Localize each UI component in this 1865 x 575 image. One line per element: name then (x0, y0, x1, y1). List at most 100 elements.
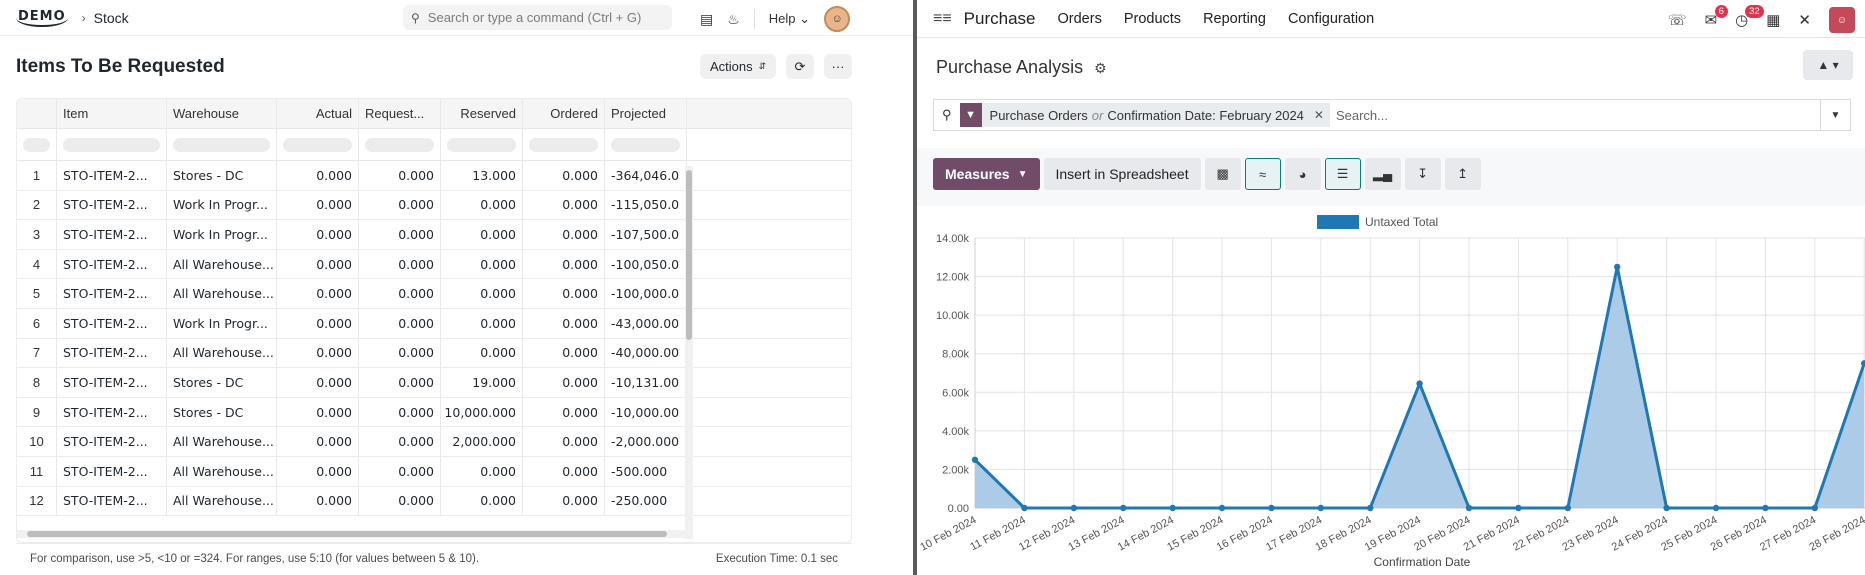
tools-icon[interactable]: ✕ (1798, 12, 1811, 29)
cell-ordered[interactable]: 0.000 (523, 368, 605, 397)
app-logo[interactable]: DEMO (16, 9, 68, 27)
table-row[interactable]: 10 STO-ITEM-2... All Warehouse... 0.000 0.00… (17, 427, 851, 457)
cell-projected[interactable]: -43,000.00 (605, 308, 687, 338)
column-header-reserved[interactable]: Reserved (441, 99, 523, 128)
table-row[interactable]: 12 STO-ITEM-2... All Warehouse... 0.000 0.00… (17, 486, 851, 516)
cell-actual[interactable]: 0.000 (277, 190, 359, 220)
table-row[interactable]: 3 STO-ITEM-2... Work In Progr... 0.000 0.000… (17, 220, 851, 250)
row-index[interactable]: 4 (17, 249, 57, 279)
cell-actual[interactable]: 0.000 (277, 220, 359, 249)
filter-input-actual[interactable] (283, 137, 352, 152)
cell-reserved[interactable]: 0.000 (441, 486, 523, 516)
table-row[interactable]: 2 STO-ITEM-2... Work In Progr... 0.000 0.000… (17, 190, 851, 221)
cell-reserved[interactable]: 0.000 (441, 249, 523, 279)
more-button[interactable]: ··· (824, 54, 852, 79)
cell-actual[interactable]: 0.000 (277, 161, 359, 190)
cell-ordered[interactable]: 0.000 (523, 427, 605, 456)
cell-item[interactable]: STO-ITEM-2... (57, 161, 167, 190)
cell-reserved[interactable]: 0.000 (441, 220, 523, 249)
cell-ordered[interactable]: 0.000 (523, 220, 605, 249)
column-header-actual[interactable]: Actual (277, 99, 359, 128)
cell-warehouse[interactable]: All Warehouse... (167, 427, 277, 456)
cell-ordered[interactable]: 0.000 (523, 161, 605, 190)
filter-input-warehouse[interactable] (173, 137, 270, 152)
cell-warehouse[interactable]: Work In Progr... (167, 308, 277, 338)
user-avatar[interactable]: ☺ (824, 6, 851, 32)
cell-requested[interactable]: 0.000 (359, 249, 441, 279)
line-chart-button[interactable]: ≈ (1244, 158, 1281, 190)
cell-actual[interactable]: 0.000 (277, 279, 359, 308)
cell-reserved[interactable]: 19.000 (441, 368, 523, 397)
app-brand[interactable]: Purchase (963, 8, 1036, 28)
cell-projected[interactable]: -500.000 (605, 456, 687, 486)
cell-ordered[interactable]: 0.000 (523, 397, 605, 427)
row-index[interactable]: 9 (17, 397, 57, 427)
cell-warehouse[interactable]: All Warehouse... (167, 249, 277, 279)
cell-item[interactable]: STO-ITEM-2... (57, 368, 167, 397)
cell-warehouse[interactable]: All Warehouse... (167, 338, 277, 368)
cell-reserved[interactable]: 2,000.000 (441, 427, 523, 456)
row-index[interactable]: 7 (17, 338, 57, 368)
apps-grid-icon[interactable]: ≡≡ (933, 9, 952, 27)
cell-projected[interactable]: -100,000.0 (605, 279, 687, 308)
window-splitter[interactable] (913, 0, 917, 575)
cell-warehouse[interactable]: All Warehouse... (167, 456, 277, 486)
cell-warehouse[interactable]: Stores - DC (167, 397, 277, 427)
search-options-toggle[interactable]: ▼ (1820, 100, 1850, 130)
cell-actual[interactable]: 0.000 (277, 427, 359, 456)
cell-requested[interactable]: 0.000 (359, 308, 441, 338)
cell-requested[interactable]: 0.000 (359, 190, 441, 220)
cell-item[interactable]: STO-ITEM-2... (57, 397, 167, 427)
cell-ordered[interactable]: 0.000 (523, 338, 605, 368)
chat-icon[interactable]: ▤ (700, 10, 714, 27)
table-row[interactable]: 1 STO-ITEM-2... Stores - DC 0.000 0.000 13.00… (17, 161, 851, 191)
cell-reserved[interactable]: 0.000 (441, 308, 523, 338)
cell-requested[interactable]: 0.000 (359, 486, 441, 516)
cell-item[interactable]: STO-ITEM-2... (57, 456, 167, 486)
table-row[interactable]: 9 STO-ITEM-2... Stores - DC 0.000 0.000 10,00… (17, 397, 851, 428)
cell-requested[interactable]: 0.000 (359, 397, 441, 427)
help-dropdown[interactable]: Help ⌄ (769, 11, 810, 27)
sort-ascending-button[interactable]: ↥ (1444, 158, 1481, 190)
cell-requested[interactable]: 0.000 (359, 220, 441, 249)
cell-warehouse[interactable]: All Warehouse... (167, 486, 277, 516)
pie-chart-button[interactable]: ◕ (1284, 158, 1321, 190)
gear-icon[interactable]: ⚙ (1094, 60, 1107, 76)
row-index[interactable]: 11 (17, 456, 57, 486)
cell-ordered[interactable]: 0.000 (523, 456, 605, 486)
horizontal-scrollbar[interactable] (17, 530, 685, 538)
cell-projected[interactable]: -100,050.0 (605, 249, 687, 279)
cell-projected[interactable]: -2,000.000 (605, 427, 687, 456)
column-header-projected[interactable]: Projected (605, 99, 687, 128)
cell-warehouse[interactable]: Stores - DC (167, 161, 277, 190)
row-index[interactable]: 2 (17, 190, 57, 220)
menu-configuration[interactable]: Configuration (1287, 10, 1375, 27)
measures-button[interactable]: Measures ▼ (933, 158, 1040, 190)
chart-view-switcher[interactable]: ▲ ▾ (1803, 50, 1853, 80)
cell-warehouse[interactable]: Work In Progr... (167, 190, 277, 220)
column-header-ordered[interactable]: Ordered (523, 99, 605, 128)
cell-reserved[interactable]: 0.000 (441, 190, 523, 220)
cell-item[interactable]: STO-ITEM-2... (57, 249, 167, 279)
column-header-warehouse[interactable]: Warehouse (167, 99, 277, 128)
cell-reserved[interactable]: 10,000.000 (441, 397, 523, 427)
cell-requested[interactable]: 0.000 (359, 456, 441, 486)
cell-reserved[interactable]: 0.000 (441, 279, 523, 308)
cell-item[interactable]: STO-ITEM-2... (57, 220, 167, 249)
filter-input-index[interactable] (23, 137, 50, 152)
awesomebar-search-input[interactable]: ⚲ Search or type a command (Ctrl + G) (403, 5, 672, 30)
search-input[interactable]: Search... (1335, 107, 1388, 123)
filter-input-item[interactable] (63, 137, 160, 152)
column-header-item[interactable]: Item (57, 99, 167, 128)
filter-input-requested[interactable] (365, 137, 434, 152)
row-index[interactable]: 12 (17, 486, 57, 516)
menu-products[interactable]: Products (1123, 10, 1182, 27)
sort-descending-button[interactable]: ↧ (1404, 158, 1441, 190)
menu-reporting[interactable]: Reporting (1203, 10, 1266, 27)
cumulative-button[interactable]: ▂▄ (1364, 158, 1401, 190)
row-index[interactable]: 6 (17, 308, 57, 338)
table-row[interactable]: 11 STO-ITEM-2... All Warehouse... 0.000 0.00… (17, 456, 851, 487)
cell-ordered[interactable]: 0.000 (523, 279, 605, 308)
cell-actual[interactable]: 0.000 (277, 486, 359, 516)
row-index[interactable]: 1 (17, 161, 57, 190)
